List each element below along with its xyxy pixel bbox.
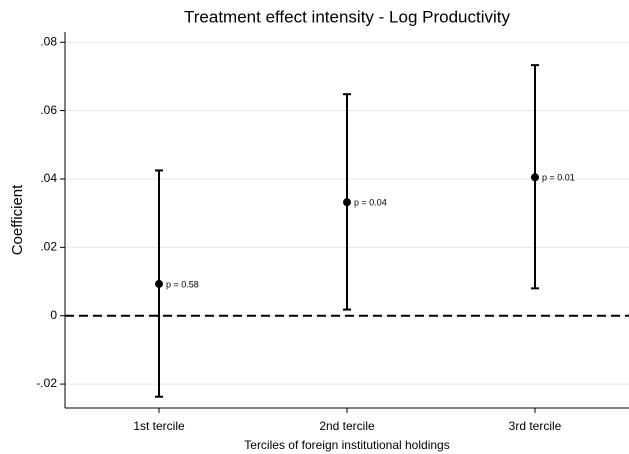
y-tick-label: -.02 <box>36 376 57 390</box>
y-tick-label: .06 <box>40 103 57 117</box>
point <box>155 279 163 288</box>
point <box>343 198 351 207</box>
y-axis-label: Coefficient <box>9 184 26 255</box>
point <box>531 173 539 182</box>
annotation: p = 0.04 <box>354 198 387 208</box>
y-tick-label: .02 <box>40 240 57 254</box>
x-tick-label: 3rd tercile <box>509 419 562 433</box>
x-tick-label: 2nd tercile <box>319 419 375 433</box>
annotation: p = 0.58 <box>166 279 199 289</box>
y-tick-label: .08 <box>40 34 57 48</box>
x-axis-label: Terciles of foreign institutional holdin… <box>244 438 449 452</box>
x-tick-label: 1st tercile <box>133 419 185 433</box>
chart-title: Treatment effect intensity - Log Product… <box>184 7 510 26</box>
y-tick-label: .04 <box>40 171 57 185</box>
annotation: p = 0.01 <box>542 173 575 183</box>
y-tick-label: 0 <box>50 308 57 322</box>
